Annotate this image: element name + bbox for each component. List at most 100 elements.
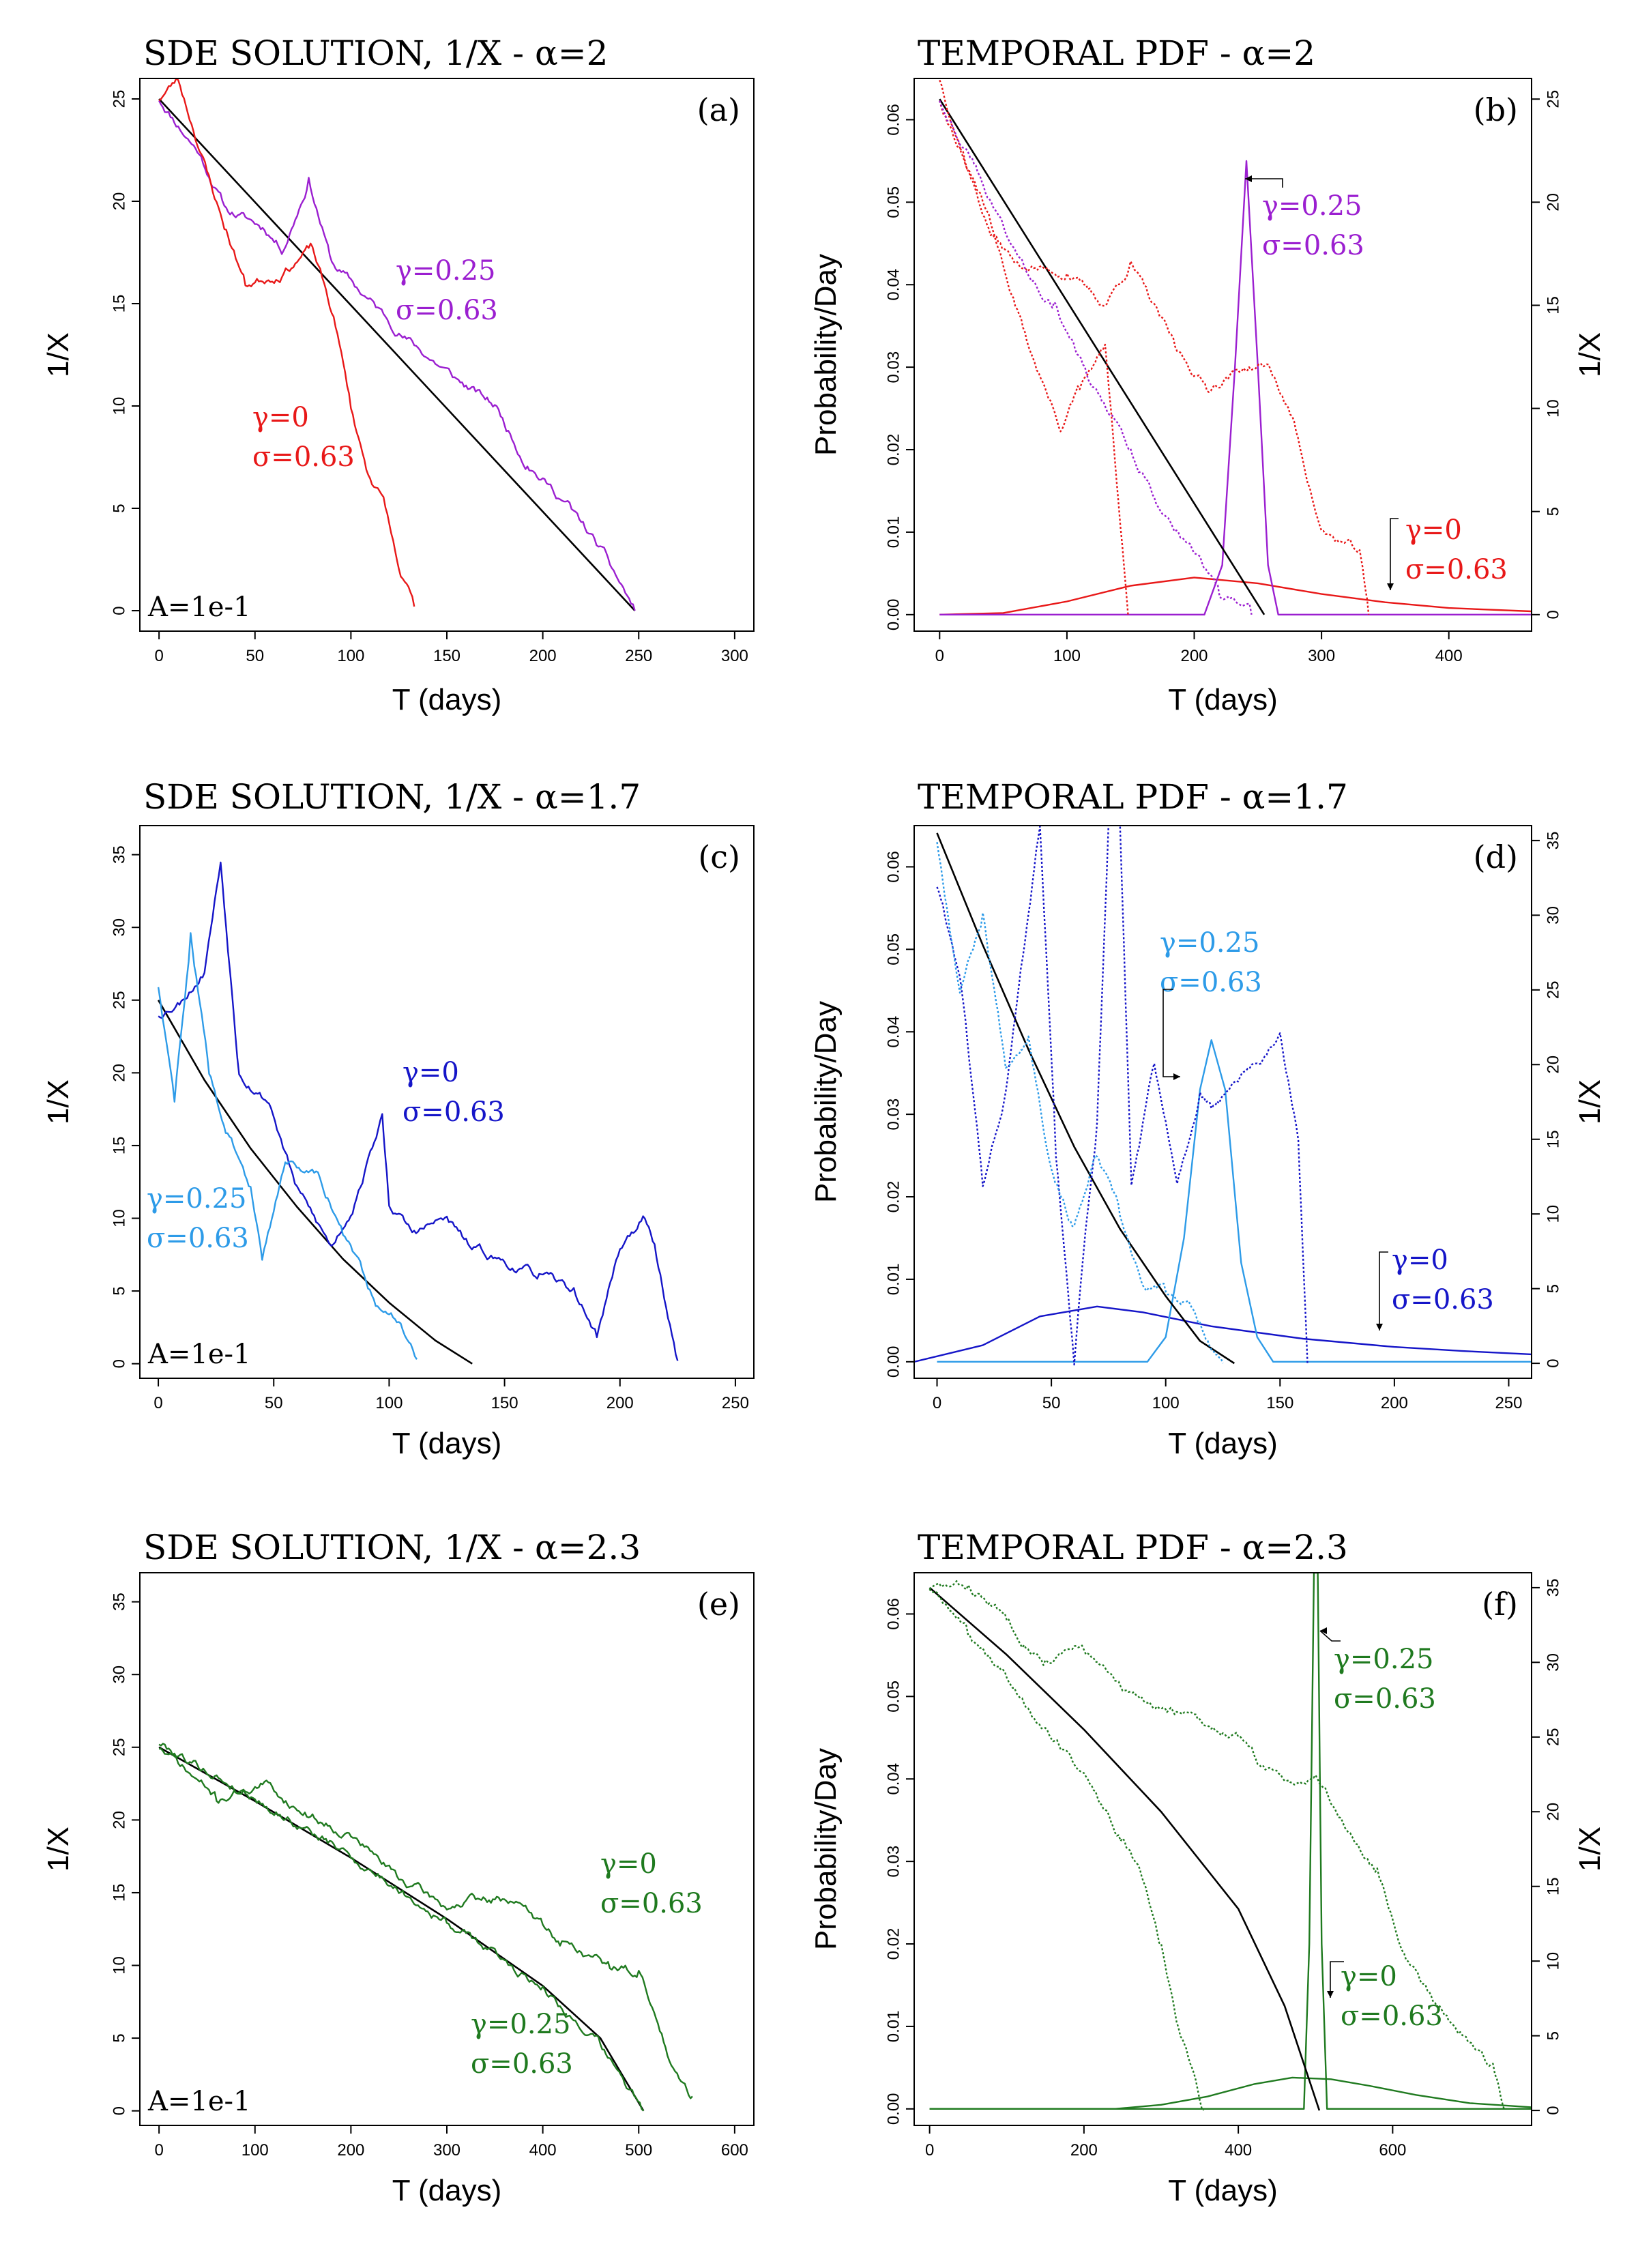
y-right-tick-label: 20 xyxy=(1545,193,1563,212)
series-line xyxy=(928,1580,1506,2111)
series-line xyxy=(937,1039,1532,1363)
y-right-tick-label: 20 xyxy=(1545,1803,1563,1821)
series-line xyxy=(928,1588,1205,2111)
series-label: γ=0 σ=0.63 xyxy=(252,402,355,473)
y-tick-label: 0.01 xyxy=(885,1264,903,1296)
y-tick-label: 5 xyxy=(111,1286,129,1295)
series-label-gamma: γ=0.25 xyxy=(147,1183,246,1215)
x-axis-label: T (days) xyxy=(1168,1427,1278,1460)
parameter-annotation: A=1e-1 xyxy=(147,592,251,623)
y-tick-label: 0.01 xyxy=(885,2011,903,2043)
y-tick-label: 10 xyxy=(111,397,129,416)
series-line xyxy=(158,1743,645,2112)
y-right-tick-label: 25 xyxy=(1545,1728,1563,1746)
plot-frame xyxy=(139,1572,755,2126)
annotation-gamma: γ=0.25 xyxy=(1262,190,1362,222)
panel-b: TEMPORAL PDF - α=2(b)0 100 200 300 4000.000.… xyxy=(809,33,1607,716)
arrow-head xyxy=(1376,1324,1383,1331)
y-tick-label: 15 xyxy=(111,295,129,313)
x-tick-label: 400 xyxy=(1435,647,1463,665)
y-tick-label: 10 xyxy=(111,1209,129,1227)
series-line xyxy=(158,98,636,611)
y-tick-label: 0.06 xyxy=(885,1598,903,1630)
x-tick-label: 300 xyxy=(721,647,748,665)
panel-e: SDE SOLUTION, 1/X - α=2.3(e)0 100 200 300 40… xyxy=(42,1528,755,2207)
series-label-gamma: γ=0.25 xyxy=(396,255,495,287)
x-tick-label: 150 xyxy=(491,1394,518,1412)
y-tick-label: 0.02 xyxy=(885,1181,903,1213)
series-label-sigma: σ=0.63 xyxy=(147,1223,249,1254)
y-axis-label-right: 1/X xyxy=(1573,1079,1607,1124)
panel-title: SDE SOLUTION, 1/X - α=2 xyxy=(143,33,608,73)
panel-letter: (c) xyxy=(698,839,740,875)
x-tick-label: 150 xyxy=(433,647,460,665)
series-line xyxy=(939,577,1532,615)
y-tick-label: 5 xyxy=(111,504,129,512)
panel-d: TEMPORAL PDF - α=1.7(d)0 50 100 150 200 2500.… xyxy=(809,777,1607,1460)
series-line xyxy=(939,160,1532,615)
y-axis-label: Probability/Day xyxy=(809,254,843,456)
series-line xyxy=(914,1305,1532,1363)
y-tick-label: 30 xyxy=(111,918,129,937)
series-line xyxy=(936,842,1224,1364)
arrow-head xyxy=(1327,1991,1334,1998)
y-tick-label: 15 xyxy=(111,1884,129,1902)
x-tick-label: 100 xyxy=(1053,647,1081,665)
pdf-annotation: γ=0.25 σ=0.63 xyxy=(1319,1627,1436,1715)
y-right-tick-label: 35 xyxy=(1545,832,1563,850)
series-label-gamma: γ=0 xyxy=(403,1057,459,1088)
series-label-sigma: σ=0.63 xyxy=(403,1096,505,1128)
y-tick-label: 35 xyxy=(111,1593,129,1611)
panel-letter: (f) xyxy=(1482,1586,1518,1623)
annotation-gamma: γ=0 xyxy=(1392,1245,1448,1276)
series-group xyxy=(928,1573,1532,2111)
x-tick-label: 250 xyxy=(722,1394,749,1412)
series-label-sigma: σ=0.63 xyxy=(600,1888,703,1919)
panel-c: SDE SOLUTION, 1/X - α=1.7(c)0 50 100 150 200… xyxy=(42,777,755,1460)
x-tick-label: 0 xyxy=(154,647,163,665)
y-right-tick-label: 15 xyxy=(1545,1130,1563,1148)
series-line xyxy=(939,79,1370,615)
y-tick-label: 0 xyxy=(111,2106,129,2115)
x-axis-label: T (days) xyxy=(1168,2174,1278,2207)
series-line xyxy=(929,1573,1532,2110)
arrow-head xyxy=(1245,175,1252,182)
y-tick-label: 0.00 xyxy=(885,2093,903,2125)
series-label: γ=0 σ=0.63 xyxy=(403,1057,505,1128)
x-tick-label: 600 xyxy=(721,2141,748,2160)
x-tick-label: 200 xyxy=(529,647,557,665)
x-tick-label: 200 xyxy=(1070,2141,1098,2160)
y-tick-label: 0.03 xyxy=(885,351,903,383)
annotation-sigma: σ=0.63 xyxy=(1160,967,1262,998)
y-tick-label: 0.05 xyxy=(885,933,903,965)
y-right-tick-label: 5 xyxy=(1545,507,1563,516)
y-tick-label: 0.05 xyxy=(885,1681,903,1713)
annotation-arrow xyxy=(1245,178,1283,188)
series-line xyxy=(158,100,636,611)
panel-letter: (b) xyxy=(1474,91,1518,128)
y-right-tick-label: 20 xyxy=(1545,1056,1563,1074)
y-right-tick-label: 25 xyxy=(1545,980,1563,999)
y-right-tick-label: 30 xyxy=(1545,906,1563,925)
pdf-annotation: γ=0 σ=0.63 xyxy=(1327,1961,1443,2032)
x-tick-label: 50 xyxy=(1042,1394,1061,1412)
y-tick-label: 0.01 xyxy=(885,517,903,549)
x-tick-label: 250 xyxy=(625,647,652,665)
annotation-sigma: σ=0.63 xyxy=(1334,1683,1436,1715)
plot-frame xyxy=(913,825,1532,1379)
series-label: γ=0 σ=0.63 xyxy=(600,1848,703,1919)
y-axis-label: 1/X xyxy=(42,1827,75,1872)
x-tick-label: 150 xyxy=(1266,1394,1293,1412)
series-line xyxy=(157,932,418,1360)
series-group xyxy=(158,78,636,611)
x-tick-label: 0 xyxy=(933,1394,941,1412)
x-axis-label: T (days) xyxy=(392,1427,502,1460)
x-tick-label: 200 xyxy=(337,2141,364,2160)
annotation-gamma: γ=0 xyxy=(1405,514,1462,546)
panel-letter: (d) xyxy=(1474,839,1518,875)
series-label-gamma: γ=0 xyxy=(252,402,309,433)
x-tick-label: 200 xyxy=(606,1394,634,1412)
panel-letter: (a) xyxy=(697,91,740,128)
annotation-arrow xyxy=(1330,1961,1344,1998)
